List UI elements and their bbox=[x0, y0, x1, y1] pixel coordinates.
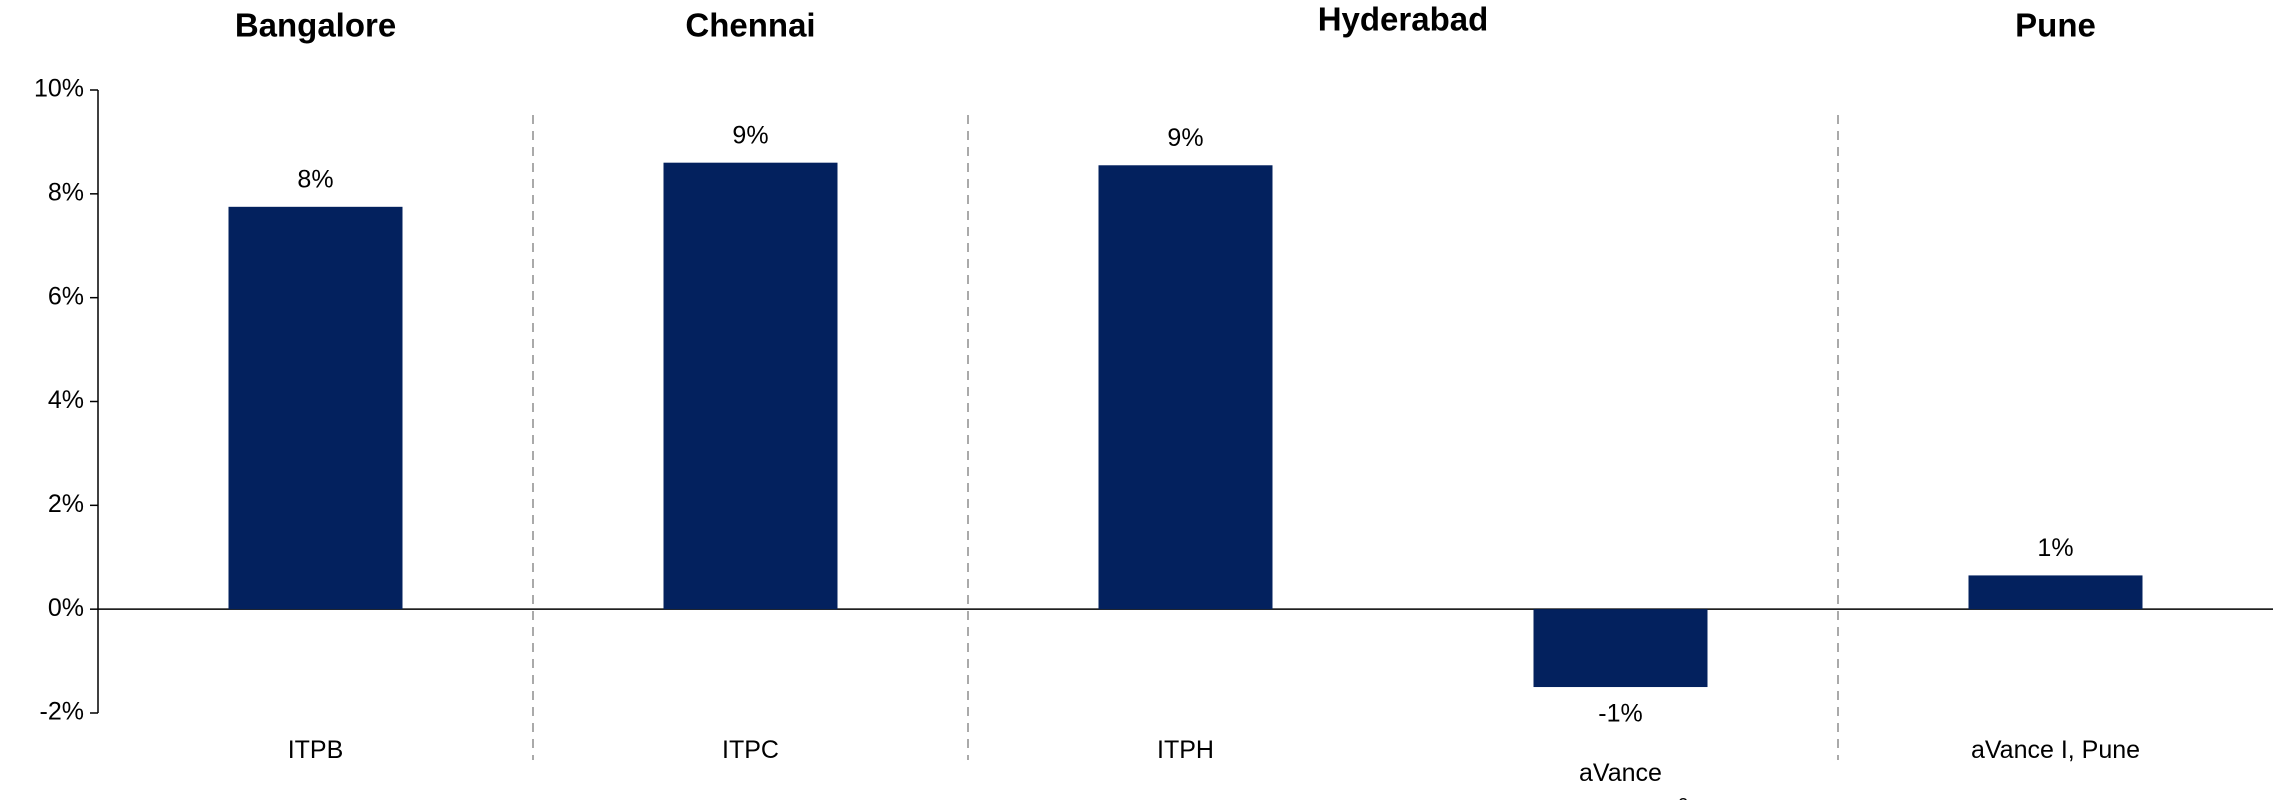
group-title: Chennai bbox=[685, 7, 815, 44]
x-tick-label: aVance I, Pune bbox=[1838, 734, 2273, 766]
value-label: 1% bbox=[2037, 534, 2073, 562]
category-text: aVance Hyderabad bbox=[1553, 759, 1675, 800]
bar bbox=[1968, 575, 2143, 610]
footnote-mark: 2 bbox=[1678, 795, 1688, 800]
category-text: aVance I, Pune bbox=[1970, 736, 2141, 764]
x-tick-label: aVance Hyderabad2 bbox=[1403, 757, 1838, 800]
group-title: Pune bbox=[2015, 7, 2096, 44]
category-text: ITPB bbox=[287, 736, 344, 764]
bar bbox=[663, 162, 838, 610]
y-tick-label: 0% bbox=[48, 594, 84, 622]
bar bbox=[1098, 165, 1273, 610]
value-label: 9% bbox=[1167, 124, 1203, 152]
y-tick-label: -2% bbox=[40, 698, 84, 726]
group-title: Hyderabad bbox=[1318, 1, 1489, 38]
value-label: -1% bbox=[1598, 700, 1642, 728]
y-tick-label: 10% bbox=[34, 75, 84, 103]
y-tick-label: 2% bbox=[48, 490, 84, 518]
y-tick-label: 8% bbox=[48, 178, 84, 206]
x-tick-label: ITPB bbox=[98, 734, 533, 766]
x-tick-label: ITPH bbox=[968, 734, 1403, 766]
group-title: Bangalore bbox=[235, 7, 396, 44]
bar bbox=[228, 206, 403, 610]
y-tick-label: 4% bbox=[48, 386, 84, 414]
category-text: ITPC bbox=[722, 736, 779, 764]
value-label: 9% bbox=[732, 121, 768, 149]
category-text: ITPH bbox=[1157, 736, 1214, 764]
bar bbox=[1533, 609, 1708, 688]
x-tick-label: ITPC bbox=[533, 734, 968, 766]
value-label: 8% bbox=[297, 165, 333, 193]
y-tick-label: 6% bbox=[48, 282, 84, 310]
